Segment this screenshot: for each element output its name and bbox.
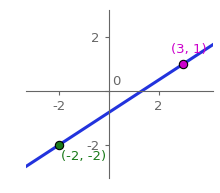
Text: (3, 1): (3, 1): [171, 43, 207, 56]
Text: (-2, -2): (-2, -2): [61, 150, 106, 163]
Text: 0: 0: [112, 75, 120, 88]
